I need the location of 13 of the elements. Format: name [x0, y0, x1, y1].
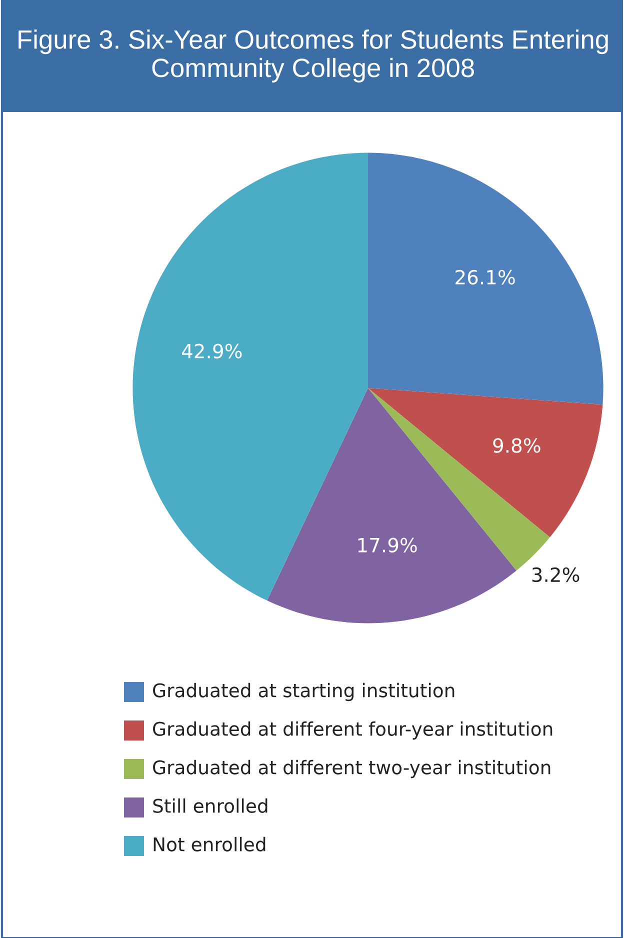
- legend-label: Graduated at different two-year institution: [153, 760, 550, 778]
- legend-label: Not enrolled: [154, 836, 266, 852]
- chart-title: Figure 3. Six-Year Outcomes for Students Entering Community College in 2008: [18, 29, 608, 83]
- legend-label: Still enrolled: [153, 798, 268, 813]
- data-label: 3.2%: [532, 567, 580, 582]
- data-label: 17.9%: [358, 538, 417, 552]
- legend-label: Graduated at starting institution: [153, 682, 454, 702]
- pie-slice: [368, 388, 603, 538]
- legend-label: Graduated at different four-year institution: [153, 721, 552, 740]
- data-label: 26.1%: [456, 270, 515, 285]
- data-label: 42.9%: [182, 344, 242, 358]
- data-label: 9.8%: [493, 438, 540, 453]
- pie-slice: [368, 152, 604, 405]
